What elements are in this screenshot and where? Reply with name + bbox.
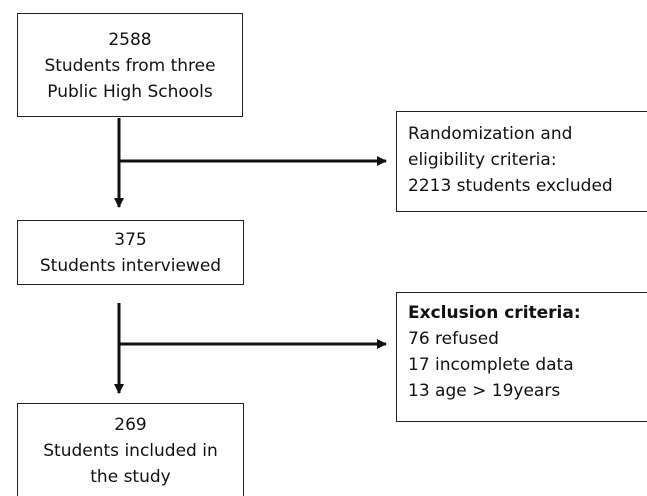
randomization-line3: 2213 students excluded bbox=[408, 176, 613, 196]
box-included: 269 Students included in the study bbox=[17, 403, 244, 496]
total-line1: Students from three bbox=[44, 56, 216, 76]
exclusion-item-incomplete: 17 incomplete data bbox=[408, 355, 574, 375]
total-line2: Public High Schools bbox=[47, 82, 213, 102]
interviewed-line1: Students interviewed bbox=[39, 256, 222, 276]
exclusion-title: Exclusion criteria: bbox=[408, 303, 581, 323]
box-exclusion: Exclusion criteria: 76 refused 17 incomp… bbox=[396, 292, 647, 422]
interviewed-count: 375 bbox=[114, 230, 147, 250]
exclusion-item-age: 13 age > 19years bbox=[408, 381, 561, 401]
included-count: 269 bbox=[114, 415, 147, 435]
box-randomization: Randomization and eligibility criteria: … bbox=[396, 111, 647, 212]
included-line2: the study bbox=[90, 467, 171, 487]
randomization-line2: eligibility criteria: bbox=[408, 150, 557, 170]
included-line1: Students included in bbox=[43, 441, 218, 461]
exclusion-item-refused: 76 refused bbox=[408, 329, 499, 349]
box-total-students: 2588 Students from three Public High Sch… bbox=[17, 13, 243, 117]
box-interviewed: 375 Students interviewed bbox=[17, 220, 244, 285]
randomization-line1: Randomization and bbox=[408, 124, 573, 144]
total-count: 2588 bbox=[108, 30, 152, 50]
